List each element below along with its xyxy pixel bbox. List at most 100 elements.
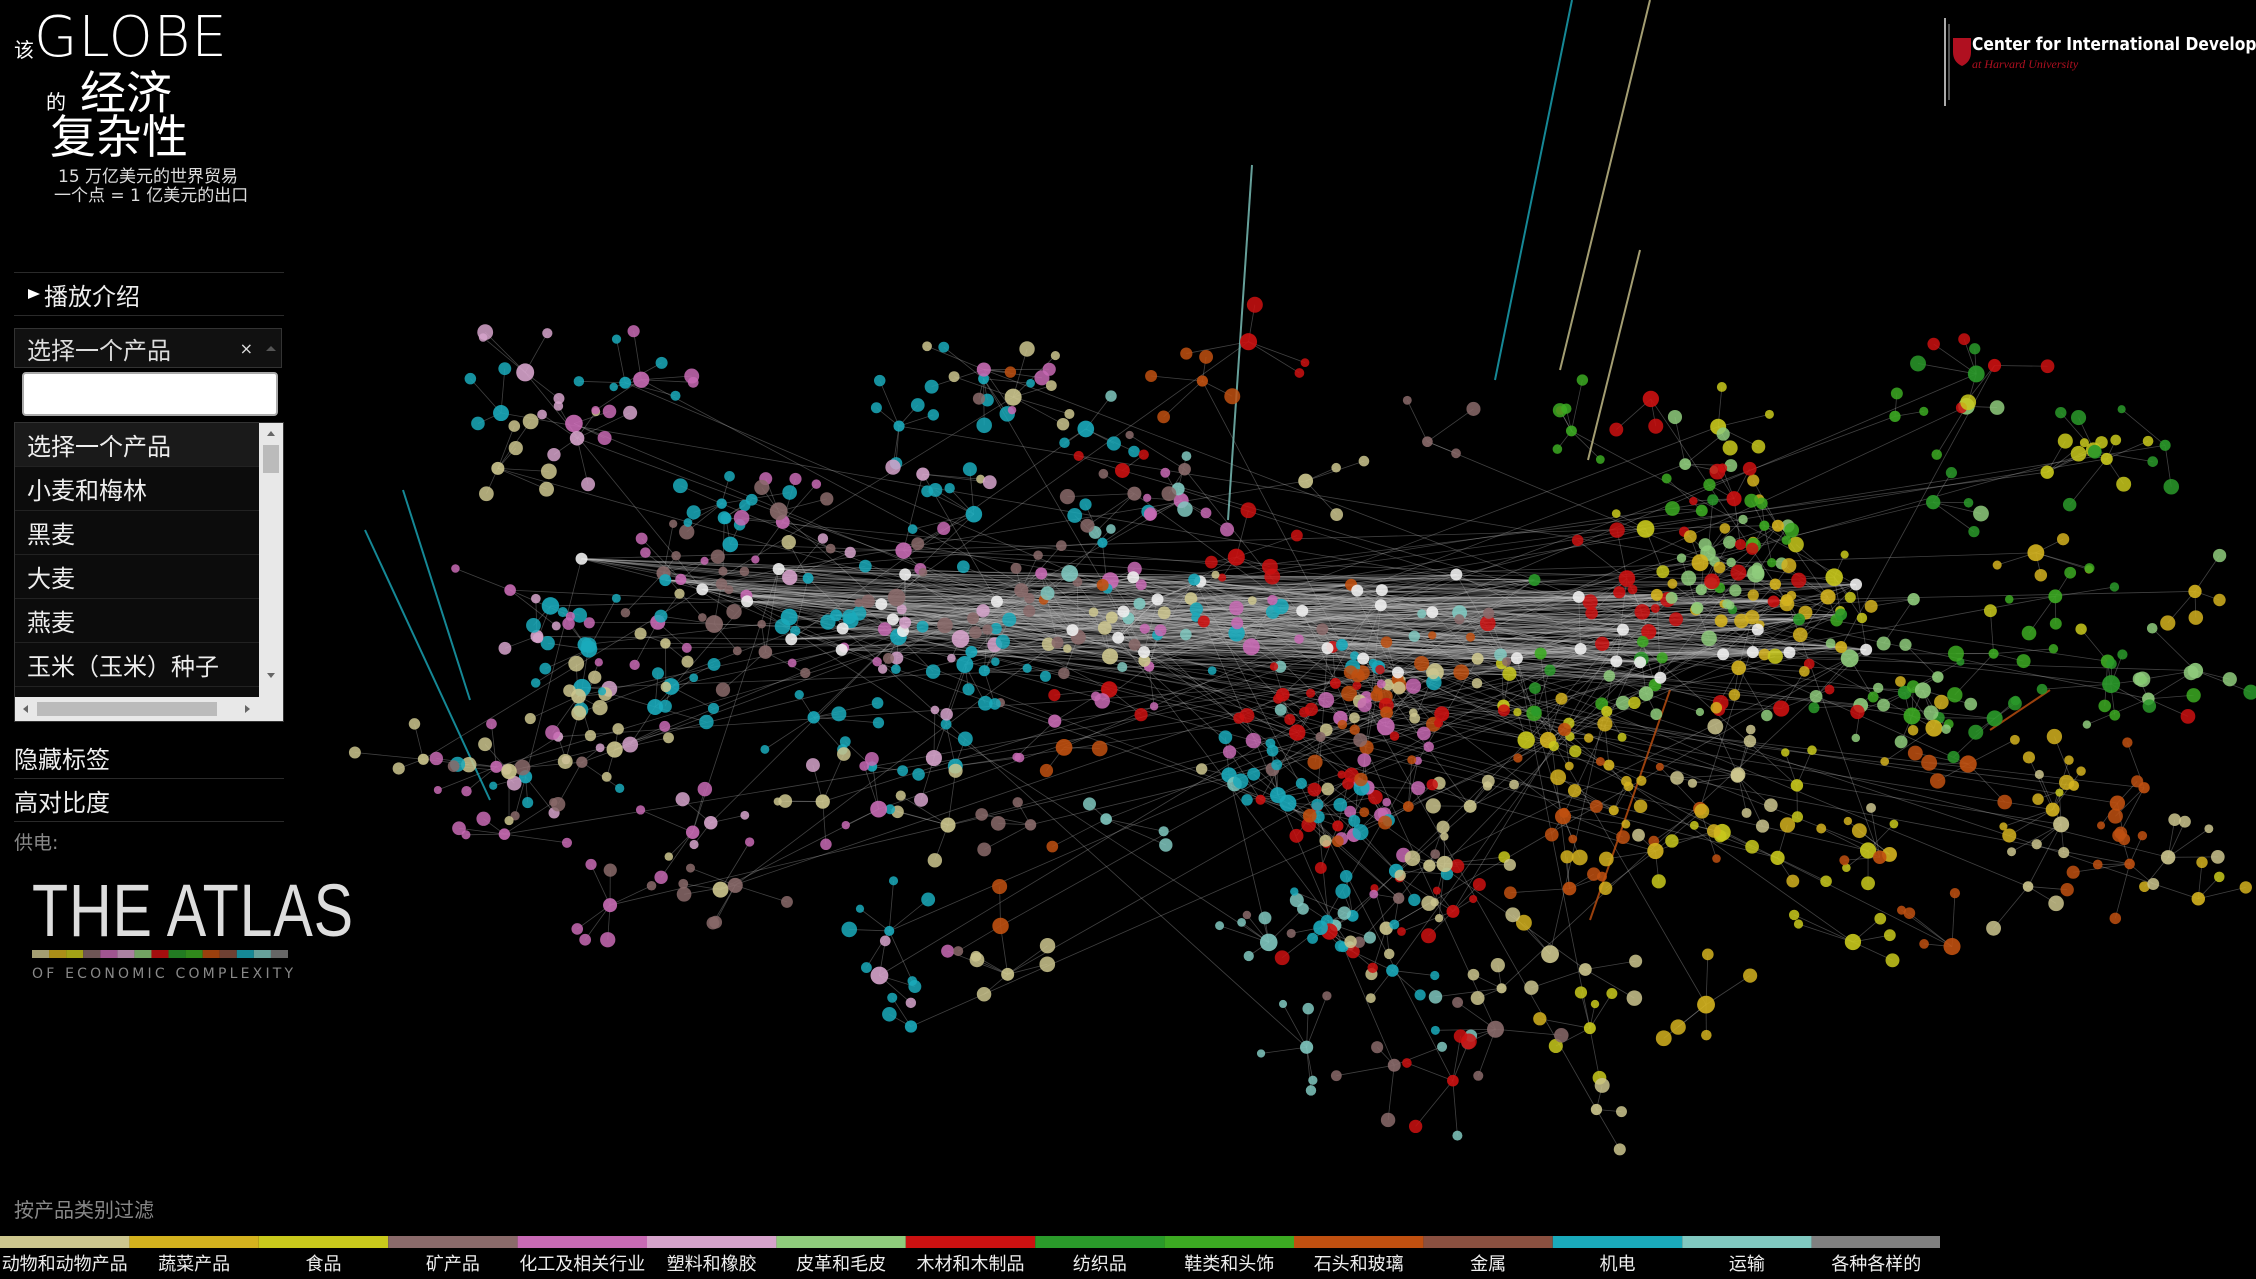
category-filter[interactable]: 金属: [1470, 1254, 1507, 1275]
network-node: [408, 718, 421, 730]
network-edge: [1663, 1004, 1707, 1039]
network-node: [887, 588, 906, 607]
category-filter[interactable]: 蔬菜产品: [158, 1254, 231, 1275]
product-option[interactable]: 黑麦: [15, 511, 259, 555]
network-edge: [1072, 629, 1641, 663]
product-option[interactable]: 大麦: [15, 555, 259, 599]
network-edge: [1133, 573, 1756, 578]
category-filter[interactable]: 动物和动物产品: [1, 1254, 128, 1275]
network-node: [1613, 586, 1626, 599]
network-edge: [984, 667, 1028, 672]
network-node: [1510, 652, 1523, 665]
category-filter[interactable]: 化工及相关行业: [519, 1254, 646, 1275]
network-edge: [896, 638, 961, 659]
network-node: [1764, 409, 1774, 419]
network-edge: [573, 423, 1145, 662]
category-filter[interactable]: 鞋类和头饰: [1184, 1254, 1275, 1275]
category-filter[interactable]: 矿产品: [425, 1254, 480, 1275]
network-node: [669, 519, 678, 528]
network-edge: [964, 611, 1124, 665]
network-edge: [2106, 440, 2149, 460]
network-node: [1598, 881, 1613, 895]
vertical-scrollbar[interactable]: [259, 423, 283, 721]
product-option[interactable]: 玉米（玉米）种子: [15, 643, 259, 687]
search-input[interactable]: [22, 372, 278, 416]
network-node: [1851, 823, 1867, 839]
network-node: [887, 992, 898, 1003]
network-spike: [1559, 0, 1651, 371]
network-node: [831, 706, 847, 722]
network-node: [1661, 473, 1672, 484]
network-node: [565, 611, 575, 621]
product-option[interactable]: 小麦和梅林: [15, 467, 259, 511]
network-edge: [525, 776, 555, 814]
high-contrast-button[interactable]: 高对比度: [14, 779, 284, 822]
network-node: [1820, 875, 1832, 888]
horizontal-scrollbar[interactable]: [15, 697, 259, 721]
network-node: [1348, 814, 1361, 827]
category-filter[interactable]: 各种各样的: [1831, 1254, 1922, 1275]
product-select[interactable]: 选择一个产品 ×: [14, 328, 282, 368]
category-filter[interactable]: 运输: [1728, 1254, 1765, 1275]
network-edge: [1013, 396, 1070, 415]
network-edge: [1786, 599, 1881, 858]
network-edge: [1883, 599, 1914, 644]
network-node: [1931, 449, 1943, 460]
network-node: [1634, 656, 1647, 669]
category-filter[interactable]: 皮革和毛皮: [796, 1254, 887, 1275]
network-node: [875, 598, 888, 611]
network-node: [1334, 940, 1347, 952]
network-node: [1426, 674, 1442, 691]
network-node: [1273, 598, 1289, 615]
network-edge: [1429, 827, 1444, 866]
network-node: [1408, 1119, 1423, 1134]
network-node: [957, 560, 970, 574]
network-node: [1354, 772, 1368, 787]
network-edge: [983, 369, 1535, 581]
network-edge: [1111, 579, 1535, 618]
network-edge: [1040, 573, 1058, 643]
play-intro-button[interactable]: 播放介绍: [14, 272, 284, 316]
network-edge: [1261, 1046, 1307, 1054]
category-filter[interactable]: 石头和玻璃: [1313, 1254, 1404, 1275]
network-node: [1294, 634, 1304, 644]
network-edge: [1203, 621, 1368, 788]
product-option[interactable]: 选择一个产品: [15, 423, 259, 467]
network-edge: [1000, 702, 1055, 722]
network-edge: [663, 523, 674, 574]
network-edge: [2151, 627, 2196, 671]
network-edge: [1562, 815, 1626, 825]
network-node: [871, 697, 884, 709]
clear-button[interactable]: ×: [239, 338, 253, 358]
network-node: [1544, 664, 1556, 676]
network-edge: [2028, 757, 2054, 810]
network-node: [1077, 420, 1095, 438]
network-node: [910, 398, 925, 412]
network-node: [989, 698, 1001, 710]
network-node: [1730, 564, 1747, 581]
network-node: [1530, 706, 1542, 717]
product-option[interactable]: 燕麦: [15, 599, 259, 643]
network-edge: [504, 618, 1800, 835]
network-node: [1808, 702, 1820, 714]
network-node: [1394, 869, 1406, 881]
network-edge: [842, 628, 1307, 1048]
category-filter[interactable]: 塑料和橡胶: [666, 1254, 757, 1275]
network-edge: [1781, 689, 1830, 709]
category-filter[interactable]: 食品: [305, 1254, 342, 1275]
category-filter[interactable]: 木材和木制品: [916, 1254, 1025, 1275]
category-filter[interactable]: 纺织品: [1072, 1254, 1127, 1275]
network-node: [571, 705, 587, 721]
network-node: [916, 467, 930, 481]
network-node: [479, 486, 494, 502]
network-edge: [778, 568, 1517, 659]
network-node: [1436, 855, 1453, 873]
hide-labels-button[interactable]: 隐藏标签: [14, 736, 284, 779]
category-filter[interactable]: 机电: [1599, 1254, 1636, 1275]
network-node: [1414, 989, 1426, 1001]
network-edge: [984, 824, 1031, 850]
network-node: [2066, 865, 2080, 879]
network-edge: [905, 584, 1103, 624]
network-node: [681, 655, 694, 668]
network-node: [962, 462, 977, 477]
